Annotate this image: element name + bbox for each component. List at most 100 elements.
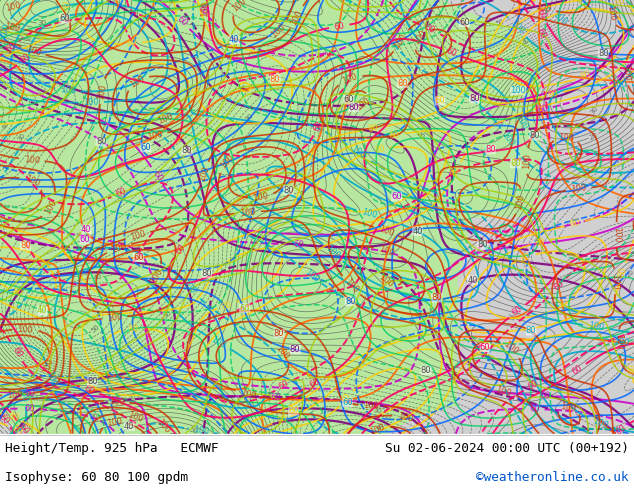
Text: 100: 100 bbox=[571, 184, 587, 195]
Text: 100: 100 bbox=[128, 73, 146, 89]
Text: 100: 100 bbox=[610, 273, 619, 290]
Text: 80: 80 bbox=[579, 70, 592, 82]
Text: 100: 100 bbox=[23, 155, 40, 165]
Text: 100: 100 bbox=[495, 385, 512, 398]
Text: 100: 100 bbox=[426, 308, 443, 320]
Text: 80: 80 bbox=[450, 164, 463, 178]
Text: 100: 100 bbox=[60, 85, 76, 96]
Text: 100: 100 bbox=[354, 96, 372, 113]
Text: 80: 80 bbox=[389, 130, 401, 141]
Text: 100: 100 bbox=[23, 173, 41, 189]
Text: 100: 100 bbox=[612, 227, 621, 243]
Text: 100: 100 bbox=[107, 313, 123, 323]
Text: 50: 50 bbox=[188, 427, 198, 436]
Text: 60: 60 bbox=[174, 243, 187, 256]
Text: 100: 100 bbox=[193, 425, 210, 437]
Text: 80: 80 bbox=[270, 74, 280, 84]
Text: 100: 100 bbox=[129, 229, 146, 242]
Text: 100: 100 bbox=[108, 396, 125, 407]
Text: 100: 100 bbox=[96, 83, 108, 100]
Text: 100: 100 bbox=[377, 245, 395, 259]
Text: 40: 40 bbox=[229, 35, 240, 44]
Text: 20: 20 bbox=[624, 269, 634, 279]
Text: 20: 20 bbox=[415, 130, 425, 141]
Text: 60: 60 bbox=[614, 423, 628, 436]
Text: 80: 80 bbox=[485, 145, 496, 154]
Text: 60: 60 bbox=[80, 235, 91, 245]
Text: 30: 30 bbox=[244, 112, 255, 123]
Text: 80: 80 bbox=[568, 218, 581, 229]
Text: 100: 100 bbox=[17, 324, 34, 334]
Text: 100: 100 bbox=[15, 386, 29, 403]
Text: 100: 100 bbox=[360, 207, 378, 220]
Text: 40: 40 bbox=[432, 12, 441, 23]
Text: 60: 60 bbox=[534, 7, 548, 22]
Text: 80: 80 bbox=[617, 266, 629, 279]
Text: 60: 60 bbox=[114, 186, 127, 199]
Text: 80: 80 bbox=[373, 144, 385, 155]
Text: 100: 100 bbox=[514, 193, 526, 210]
Text: 60: 60 bbox=[435, 97, 445, 105]
Text: 100: 100 bbox=[302, 267, 321, 284]
Text: 100: 100 bbox=[0, 22, 12, 40]
Text: 60: 60 bbox=[344, 95, 354, 104]
Text: 60: 60 bbox=[83, 384, 96, 396]
Text: Isophyse: 60 80 100 gpdm: Isophyse: 60 80 100 gpdm bbox=[5, 471, 188, 484]
Text: 100: 100 bbox=[560, 402, 577, 414]
Text: 100: 100 bbox=[368, 422, 387, 437]
Text: 100: 100 bbox=[106, 417, 123, 428]
Text: 60: 60 bbox=[308, 376, 321, 390]
Text: 60: 60 bbox=[150, 169, 164, 183]
Text: 40: 40 bbox=[81, 225, 91, 234]
Text: 100: 100 bbox=[44, 369, 58, 388]
Text: 20: 20 bbox=[330, 254, 340, 264]
Text: 100: 100 bbox=[155, 417, 172, 436]
Text: 80: 80 bbox=[6, 412, 19, 424]
Text: 80: 80 bbox=[529, 131, 540, 141]
Text: 80: 80 bbox=[547, 89, 559, 100]
Text: 80: 80 bbox=[534, 237, 547, 248]
Text: 100: 100 bbox=[591, 416, 609, 431]
Text: 60: 60 bbox=[534, 27, 547, 41]
Text: 20: 20 bbox=[624, 0, 633, 10]
Text: 100: 100 bbox=[252, 191, 269, 202]
Text: 100: 100 bbox=[209, 335, 228, 350]
Text: 100: 100 bbox=[4, 0, 22, 13]
Text: 100: 100 bbox=[510, 86, 526, 95]
Text: 30: 30 bbox=[89, 413, 98, 419]
Text: 60: 60 bbox=[459, 18, 470, 27]
Text: 100: 100 bbox=[349, 144, 367, 160]
Text: 100: 100 bbox=[43, 198, 59, 216]
Text: 80: 80 bbox=[87, 377, 98, 386]
Text: 80: 80 bbox=[202, 269, 212, 278]
Text: 100: 100 bbox=[149, 267, 165, 285]
Text: 100: 100 bbox=[514, 113, 529, 131]
Text: 40: 40 bbox=[124, 422, 134, 431]
Text: 80: 80 bbox=[613, 0, 626, 7]
Text: 50: 50 bbox=[90, 323, 101, 334]
Text: 60: 60 bbox=[141, 143, 151, 152]
Text: 60: 60 bbox=[540, 391, 550, 400]
Text: 80: 80 bbox=[432, 294, 443, 302]
Text: 40: 40 bbox=[412, 227, 423, 236]
Text: 100: 100 bbox=[200, 0, 210, 17]
Text: 60: 60 bbox=[445, 47, 458, 59]
Text: 100: 100 bbox=[341, 72, 359, 86]
Text: 80: 80 bbox=[510, 159, 521, 168]
Text: 100: 100 bbox=[508, 19, 526, 36]
Text: 100: 100 bbox=[269, 22, 287, 39]
Text: 100: 100 bbox=[534, 2, 552, 15]
Text: 50: 50 bbox=[495, 19, 505, 27]
Text: 60: 60 bbox=[342, 398, 353, 407]
Text: 20: 20 bbox=[23, 34, 32, 41]
Text: 100: 100 bbox=[411, 29, 428, 47]
Text: 80: 80 bbox=[628, 363, 634, 374]
Text: 40: 40 bbox=[375, 424, 385, 432]
Text: 20: 20 bbox=[506, 314, 516, 322]
Text: 80: 80 bbox=[477, 240, 488, 249]
Text: 60: 60 bbox=[24, 404, 35, 414]
Text: 100: 100 bbox=[613, 336, 630, 348]
Text: 80: 80 bbox=[283, 186, 294, 195]
Text: 80: 80 bbox=[598, 49, 609, 58]
Text: 100: 100 bbox=[42, 357, 55, 374]
